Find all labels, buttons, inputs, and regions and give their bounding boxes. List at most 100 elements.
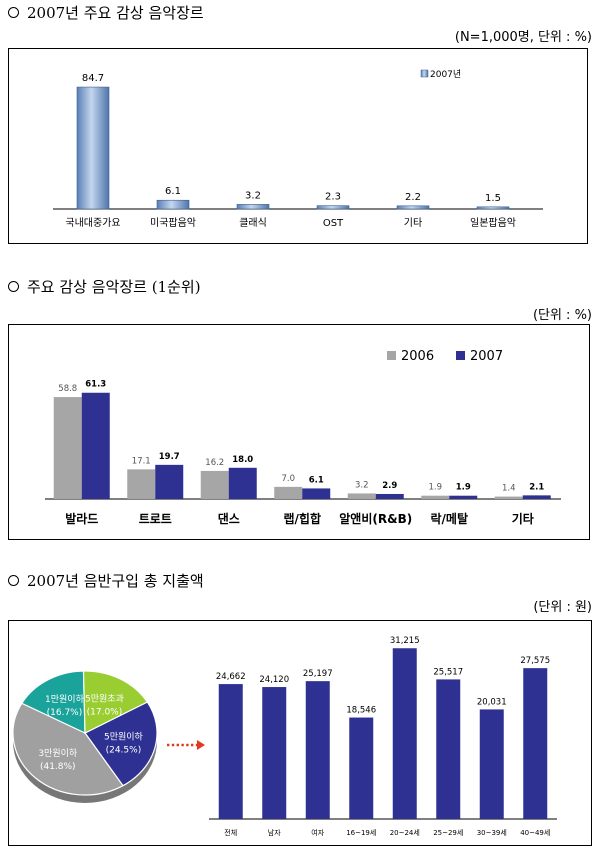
bar-2007-기타: [522, 495, 551, 499]
pie-label-5만원초과: 5만원초과: [85, 693, 124, 704]
chart-3-panel: 5만원이하 (24.5%) 3만원이하 (41.8%) 1만원이하 (16.7%) 5만원초…: [8, 620, 592, 846]
x-tick-label-16~19세: 16~19세: [346, 828, 376, 837]
bar-40~49세: [523, 668, 548, 819]
bar-2007-락/메탈: [449, 495, 478, 499]
data-label-2006-기타: 1.4: [502, 484, 516, 494]
circle-bullet-icon: [8, 280, 19, 292]
bar-2006-알앤비(R&B): [347, 493, 376, 499]
bar-2007-발라드: [81, 392, 110, 499]
bar-2006-댄스: [200, 470, 229, 499]
data-label-여자: 25,197: [303, 669, 333, 679]
x-tick-label-기타: 기타: [512, 511, 534, 526]
x-tick-label-기타: 기타: [404, 217, 422, 229]
section-1-unit: (N=1,000명, 단위 : %): [454, 30, 592, 45]
x-tick-label-락/메탈: 락/메탈: [430, 511, 468, 526]
x-tick-label-40~49세: 40~49세: [520, 828, 550, 837]
section-1-title: 2007년 주요 감상 음악장르: [27, 4, 204, 22]
section-3-heading: 2007년 음반구입 총 지출액: [8, 570, 204, 591]
bar-20~24세: [392, 648, 417, 819]
x-tick-label-클래식: 클래식: [239, 217, 267, 229]
bar-2006-발라드: [53, 397, 82, 499]
bar-2006-기타: [494, 496, 523, 499]
chart-2-panel: 58.8 61.3 발라드 17.1 19.7 트로트 16.2 18.0 댄스 7.0 6.1 랩/…: [8, 324, 590, 540]
x-tick-label-미국팝음악: 미국팝음악: [150, 217, 196, 229]
data-label-2006-알앤비(R&B): 3.2: [355, 480, 369, 490]
data-label-2007-락/메탈: 1.9: [456, 483, 471, 493]
bar-2006-랩/힙합: [274, 486, 303, 499]
data-label-2007-트로트: 19.7: [159, 452, 180, 462]
bar-2007-트로트: [155, 464, 184, 499]
chart-3-album-spending: 5만원이하 (24.5%) 3만원이하 (41.8%) 1만원이하 (16.7%)5만원초…: [12, 636, 557, 837]
x-tick-label-OST: OST: [323, 218, 344, 229]
pie-slice-5만원이하: [84, 701, 158, 787]
data-label-30~39세: 20,031: [477, 697, 507, 707]
data-label-2007-기타: 2.1: [529, 482, 544, 492]
bar-남자: [262, 687, 287, 819]
data-label-2006-발라드: 58.8: [58, 384, 77, 394]
legend-label-2007: 2007년: [430, 69, 461, 80]
pie-label-3만원이하: 3만원이하: [38, 748, 78, 759]
bar-16~19세: [349, 717, 374, 819]
x-tick-label-발라드: 발라드: [65, 511, 98, 526]
data-label-2007-댄스: 18.0: [232, 455, 253, 465]
x-tick-label-20~24세: 20~24세: [390, 828, 420, 837]
pie-slice-1만원이하: [20, 670, 86, 734]
pie-percent-5만원초과: (17.0%): [87, 707, 123, 717]
pie-percent-1만원이하: (16.7%): [47, 708, 83, 718]
pie-label-1만원이하: 1만원이하: [45, 694, 85, 705]
bar-미국팝음악: [156, 199, 190, 210]
legend-swatch-2006: [387, 351, 396, 360]
x-tick-label-30~39세: 30~39세: [477, 828, 507, 837]
bar-2007-댄스: [228, 467, 257, 499]
pie-percent-3만원이하: (41.8%): [40, 762, 76, 772]
x-tick-label-25~29세: 25~29세: [433, 828, 463, 837]
chart-1-panel: 84.7 국내대중가요 6.1 미국팝음악 3.2 클래식 2.3 OST 2.2 기타 1.5 일본…: [8, 48, 588, 244]
bar-클래식: [236, 204, 270, 210]
section-3-unit: (단위 : 원): [533, 600, 592, 615]
data-label-2006-락/메탈: 1.9: [428, 483, 442, 493]
legend-label-2007: 2007: [470, 349, 503, 364]
bar-30~39세: [479, 709, 504, 819]
x-tick-label-랩/힙합: 랩/힙합: [283, 511, 321, 526]
bar-여자: [305, 681, 330, 819]
x-tick-label-트로트: 트로트: [139, 512, 172, 526]
bar-OST: [316, 205, 350, 210]
x-tick-label-남자: 남자: [268, 828, 281, 837]
bar-기타: [396, 205, 430, 210]
data-label-OST: 2.3: [325, 192, 341, 203]
chart-2-genre-first-rank: 58.8 61.3 발라드 17.1 19.7 트로트 16.2 18.0 댄스 7.0 6.1 랩/…: [45, 349, 561, 526]
section-1-heading: 2007년 주요 감상 음악장르: [8, 2, 204, 23]
data-label-2007-발라드: 61.3: [85, 380, 106, 390]
x-tick-label-알앤비(R&B): 알앤비(R&B): [339, 511, 412, 526]
data-label-16~19세: 18,546: [346, 706, 376, 716]
pie-label-5만원이하: 5만원이하: [104, 731, 144, 742]
data-label-20~24세: 31,215: [390, 636, 420, 646]
bar-일본팝음악: [476, 206, 510, 210]
bar-2007-랩/힙합: [302, 488, 331, 499]
data-label-클래식: 3.2: [245, 190, 261, 201]
data-label-2006-트로트: 17.1: [132, 456, 151, 466]
data-label-40~49세: 27,575: [520, 656, 550, 666]
x-tick-label-전체: 전체: [224, 828, 237, 837]
data-label-남자: 24,120: [259, 675, 289, 685]
circle-bullet-icon: [8, 574, 19, 586]
x-tick-label-국내대중가요: 국내대중가요: [65, 217, 120, 229]
pie-slice-3만원이하: [12, 702, 124, 796]
data-label-국내대중가요: 84.7: [82, 73, 104, 84]
data-label-2006-랩/힙합: 7.0: [281, 474, 295, 484]
bar-2007-알앤비(R&B): [375, 493, 404, 499]
legend-swatch-2007: [420, 69, 429, 78]
section-3-title: 2007년 음반구입 총 지출액: [27, 572, 204, 590]
pie-slice-5만원초과: [82, 670, 149, 734]
arrow-head-icon: [197, 740, 205, 750]
bar-전체: [218, 684, 243, 819]
data-label-25~29세: 25,517: [433, 667, 463, 677]
bar-2006-트로트: [127, 469, 156, 499]
data-label-2007-랩/힙합: 6.1: [309, 475, 324, 485]
legend-label-2006: 2006: [401, 349, 434, 364]
section-2-unit: (단위 : %): [532, 308, 592, 323]
x-tick-label-댄스: 댄스: [218, 511, 240, 526]
pie-percent-5만원이하: (24.5%): [106, 745, 142, 755]
data-label-2006-댄스: 16.2: [205, 458, 224, 468]
data-label-일본팝음악: 1.5: [485, 193, 501, 204]
